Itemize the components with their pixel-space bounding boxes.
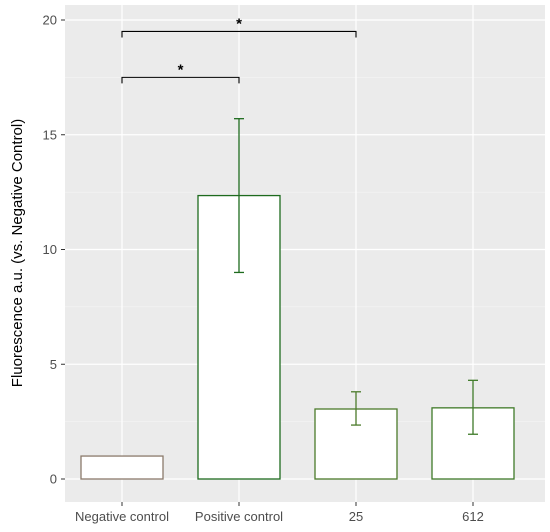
x-tick-label: Positive control xyxy=(195,509,283,524)
y-axis: 0 5 10 15 20 xyxy=(43,13,65,487)
bar-negative-control xyxy=(80,455,164,480)
significance-bracket xyxy=(121,76,240,84)
significance-bracket xyxy=(121,30,357,38)
significance-brackets: ** xyxy=(121,15,357,84)
x-axis: Negative control Positive control 25 612 xyxy=(75,502,484,524)
y-tick-label: 15 xyxy=(43,127,57,142)
y-tick-label: 20 xyxy=(43,13,57,28)
y-tick-label: 0 xyxy=(50,472,57,487)
y-tick-label: 10 xyxy=(43,242,57,257)
error-bars xyxy=(234,118,478,435)
y-axis-title: Fluorescence a.u. (vs. Negative Control) xyxy=(9,119,26,387)
significance-label: * xyxy=(236,15,242,32)
x-tick-label: 612 xyxy=(462,509,484,524)
significance-label: * xyxy=(178,61,184,78)
x-tick-label: 25 xyxy=(349,509,363,524)
x-tick-label: Negative control xyxy=(75,509,169,524)
y-tick-label: 5 xyxy=(50,357,57,372)
